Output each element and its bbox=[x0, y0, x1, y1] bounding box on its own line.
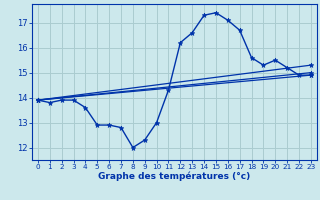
X-axis label: Graphe des températures (°c): Graphe des températures (°c) bbox=[98, 172, 251, 181]
